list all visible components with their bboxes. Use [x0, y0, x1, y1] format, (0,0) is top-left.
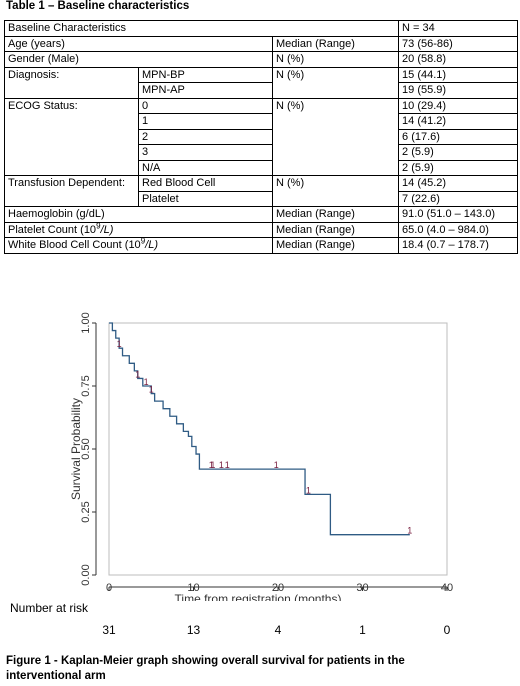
row-value: 2 (5.9): [398, 159, 519, 176]
risk-count: 4: [274, 623, 282, 637]
table-row: N/A 2 (5.9): [4, 159, 519, 176]
row-value: 2 (5.9): [398, 144, 519, 161]
risk-table-title: Number at risk: [10, 601, 89, 615]
table-row: 2 6 (17.6): [4, 128, 519, 145]
table-row: Platelet 7 (22.6): [4, 190, 519, 207]
table-row: Platelet Count (109/L) Median (Range) 65…: [4, 221, 519, 238]
table-row: MPN-AP 19 (55.9): [4, 82, 519, 99]
row-value: 6 (17.6): [398, 128, 519, 145]
row-sublabel: 0: [138, 97, 273, 114]
row-value: 73 (56-86): [398, 35, 519, 52]
row-stat: Median (Range): [271, 206, 400, 223]
x-tick-label: 40: [441, 582, 453, 594]
row-value: 10 (29.4): [398, 97, 519, 114]
row-label: ECOG Status:: [4, 97, 139, 114]
row-value: 7 (22.6): [398, 190, 519, 207]
censor-mark: 1: [225, 460, 230, 470]
row-stat: N (%): [271, 175, 400, 191]
x-tick-label: 30: [356, 582, 368, 594]
row-sublabel: 3: [138, 144, 273, 161]
row-label: Age (years): [4, 35, 273, 52]
table-header-label: Baseline Characteristics: [3, 20, 400, 37]
row-value: 15 (44.1): [398, 66, 519, 83]
row-label: Haemoglobin (g/dL): [4, 206, 273, 223]
y-tick-label: 0.00: [80, 564, 92, 585]
table-row: Haemoglobin (g/dL) Median (Range) 91.0 (…: [4, 206, 519, 223]
censor-mark: 1: [274, 460, 279, 470]
row-stat: N (%): [271, 66, 400, 83]
baseline-table: Baseline Characteristics N = 34 Age (yea…: [3, 20, 519, 254]
row-label: Diagnosis:: [4, 66, 139, 83]
figure-caption: Figure 1 - Kaplan-Meier graph showing ov…: [6, 655, 405, 682]
row-value: 14 (45.2): [398, 175, 519, 192]
plot-frame: [108, 322, 448, 576]
censor-mark: 1: [407, 526, 412, 536]
censor-mark: 1: [117, 339, 122, 349]
table-row: Age (years) Median (Range) 73 (56-86): [4, 35, 519, 52]
risk-count: 13: [186, 623, 201, 637]
censor-mark: 1: [135, 369, 140, 379]
risk-count: 31: [102, 623, 116, 637]
row-label: Transfusion Dependent:: [4, 175, 139, 191]
table-row: 3 2 (5.9): [4, 144, 519, 161]
y-axis-label: Survival Probability: [69, 398, 83, 500]
y-tick-label: 0.50: [80, 438, 92, 459]
table-header-n: N = 34: [398, 20, 519, 37]
row-stat: Median (Range): [271, 221, 400, 238]
table-row: ECOG Status: 0 N (%) 10 (29.4): [4, 97, 519, 114]
censor-mark: 1: [210, 460, 215, 470]
table-row: Transfusion Dependent: Red Blood Cell N …: [4, 175, 519, 192]
x-tick-label: 20: [272, 582, 284, 594]
table-row: Diagnosis: MPN-BP N (%) 15 (44.1): [4, 66, 519, 83]
row-sublabel: N/A: [138, 159, 273, 176]
censor-mark: 1: [306, 485, 311, 495]
table-row: White Blood Cell Count (109/L) Median (R…: [4, 237, 519, 254]
row-sublabel: MPN-AP: [138, 82, 273, 99]
row-value: 20 (58.8): [398, 51, 519, 68]
row-sublabel: 2: [138, 128, 273, 145]
table-row: Gender (Male) N (%) 20 (58.8): [4, 51, 519, 68]
risk-count: 0: [443, 623, 451, 637]
survival-curve: [109, 322, 410, 536]
risk-count: 1: [359, 623, 366, 637]
censor-mark: 1: [149, 385, 154, 395]
row-stat: N (%): [271, 97, 400, 114]
y-tick-label: 0.25: [80, 501, 92, 522]
row-stat: Median (Range): [271, 35, 400, 52]
row-value: 14 (41.2): [398, 113, 519, 130]
kaplan-meier-chart: 0.00 0.25 0.50 0.75 1.00 Survival Probability…: [69, 312, 453, 601]
row-stat: Median (Range): [271, 237, 400, 254]
x-axis-label: Time from registration (months): [175, 592, 342, 601]
row-value: 91.0 (51.0 – 143.0): [398, 206, 519, 223]
censor-mark: 1: [219, 460, 224, 470]
row-sublabel: MPN-BP: [138, 66, 273, 83]
row-label: Platelet Count (109/L): [4, 221, 273, 238]
row-label: White Blood Cell Count (109/L): [4, 237, 273, 254]
row-sublabel: Red Blood Cell: [138, 175, 273, 192]
y-tick-label: 0.75: [80, 375, 92, 396]
table-row: 1 14 (41.2): [4, 113, 519, 130]
table-row: Baseline Characteristics N = 34: [3, 20, 519, 37]
censor-mark: 1: [144, 377, 149, 387]
row-stat: N (%): [271, 51, 400, 68]
x-tick-label: 10: [187, 582, 199, 594]
row-sublabel: Platelet: [138, 190, 273, 207]
row-sublabel: 1: [138, 113, 273, 130]
row-value: 65.0 (4.0 – 984.0): [398, 221, 519, 238]
row-value: 18.4 (0.7 – 178.7): [398, 237, 519, 254]
row-label: Gender (Male): [4, 51, 273, 68]
row-value: 19 (55.9): [398, 82, 519, 99]
x-tick-label: 0: [106, 582, 112, 594]
table-title: Table 1 – Baseline characteristics: [6, 0, 190, 12]
y-tick-label: 1.00: [80, 312, 92, 333]
censor-mark: 1: [209, 460, 214, 470]
